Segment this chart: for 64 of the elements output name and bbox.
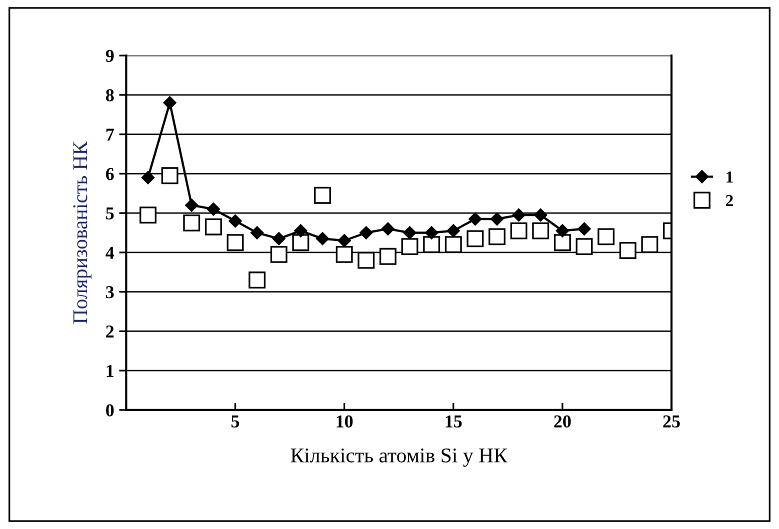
point xyxy=(532,222,550,240)
y-tick-label: 6 xyxy=(106,168,114,180)
point xyxy=(401,238,418,256)
y-tick-label: 3 xyxy=(106,286,114,298)
point xyxy=(161,167,178,184)
point xyxy=(641,236,658,254)
point xyxy=(423,236,440,254)
point xyxy=(358,252,375,269)
point xyxy=(598,228,615,246)
point xyxy=(534,208,548,222)
point xyxy=(444,236,462,254)
point xyxy=(270,246,288,263)
y-tick-label: 2 xyxy=(106,326,114,338)
point xyxy=(316,232,330,246)
point xyxy=(468,212,482,226)
point xyxy=(294,224,308,238)
point xyxy=(403,226,416,240)
point xyxy=(381,222,395,236)
y-tick-label: 5 xyxy=(106,208,114,220)
legend-label: 2 xyxy=(726,195,733,206)
point xyxy=(338,234,351,248)
point xyxy=(228,214,242,228)
y-tick-label: 1 xyxy=(106,364,114,377)
y-tick-label: 0 xyxy=(106,404,114,416)
point xyxy=(292,234,310,252)
point xyxy=(554,234,571,252)
point xyxy=(619,242,636,259)
point xyxy=(163,96,176,110)
y-tick-label: 8 xyxy=(106,89,114,102)
point xyxy=(578,222,591,236)
point xyxy=(379,248,396,265)
y-tick-label: 7 xyxy=(106,128,114,141)
point xyxy=(446,224,460,238)
point xyxy=(488,228,506,246)
point xyxy=(576,238,593,256)
point xyxy=(490,212,504,226)
point xyxy=(183,214,200,232)
point xyxy=(466,230,484,248)
point xyxy=(360,226,373,240)
point xyxy=(226,234,244,252)
point xyxy=(185,198,198,212)
x-tick-label: 25 xyxy=(663,415,680,428)
y-tick-label: 4 xyxy=(106,246,114,259)
point xyxy=(424,226,438,240)
point xyxy=(206,202,220,216)
y-axis-title: Поляризованість НК xyxy=(73,141,92,324)
point xyxy=(141,171,155,184)
point xyxy=(272,232,286,246)
point xyxy=(510,222,528,240)
point xyxy=(314,186,331,204)
point xyxy=(248,272,266,288)
point xyxy=(336,246,353,263)
x-axis-title: Кількість атомів Si у НК xyxy=(290,448,508,467)
point xyxy=(250,226,264,240)
point xyxy=(556,224,570,238)
x-tick-label: 5 xyxy=(231,416,240,428)
x-tick-label: 15 xyxy=(446,415,462,428)
point xyxy=(512,208,526,222)
y-tick-label: 9 xyxy=(106,50,114,62)
point xyxy=(140,206,156,224)
point xyxy=(204,218,222,236)
legend-label: 1 xyxy=(726,172,733,183)
x-tick-label: 20 xyxy=(554,415,571,428)
x-tick-label: 10 xyxy=(336,415,353,428)
